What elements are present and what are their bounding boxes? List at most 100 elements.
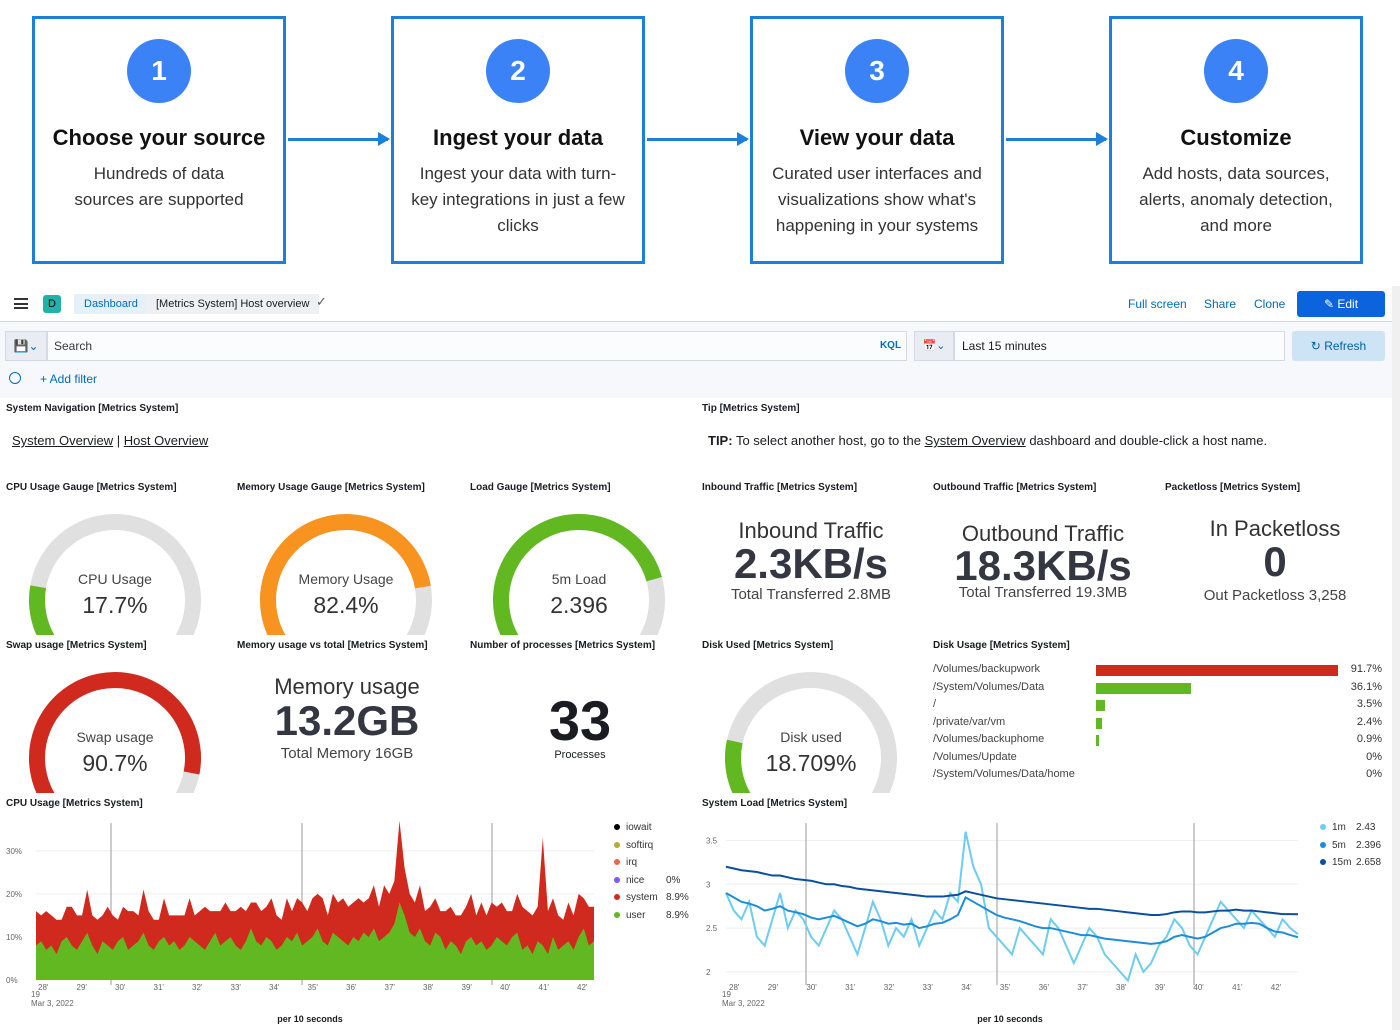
disk-usage-path: /System/Volumes/Data/home (933, 768, 1075, 780)
legend-name: softirq (626, 839, 654, 851)
x-tick-label: 34' (269, 983, 280, 992)
swap-gauge-value: 90.7% (82, 750, 148, 776)
share-link[interactable]: Share (1204, 297, 1237, 311)
load-chart-date-line1: 19 (722, 990, 731, 999)
legend-name: 1m (1332, 822, 1346, 833)
gauge-fill (725, 739, 751, 793)
tip-bold: TIP: (708, 433, 733, 448)
legend-dot (614, 876, 620, 883)
x-tick-label: 30' (115, 983, 126, 992)
x-tick-label: 40' (500, 983, 511, 992)
full-screen-link[interactable]: Full screen (1128, 297, 1187, 311)
legend-dot (614, 894, 620, 900)
panel-title-memtotal: Memory usage vs total [Metrics System] (237, 640, 428, 651)
refresh-button[interactable]: ↻ Refresh (1292, 331, 1385, 361)
disk-usage-bar (1096, 735, 1099, 746)
y-tick-label: 30% (6, 847, 22, 856)
legend-dot (1320, 841, 1326, 848)
query-bar: 💾⌄ Search KQL 📅⌄ Last 15 minutes ↻ Refre… (0, 322, 1400, 398)
page-scrollbar[interactable] (1392, 286, 1400, 1030)
packetloss-out: Out Packetloss 3,258 (1203, 587, 1347, 604)
legend-item-15m[interactable]: 15m 2.658 (1320, 857, 1381, 868)
cpu-chart-date-line1: 19 (31, 990, 40, 999)
panel-title-memory-gauge: Memory Usage Gauge [Metrics System] (237, 482, 425, 493)
panel-title-load-gauge: Load Gauge [Metrics System] (470, 482, 611, 493)
kql-toggle[interactable]: KQL (879, 340, 902, 351)
legend-name: nice (626, 874, 645, 886)
legend-item-softirq[interactable]: softirq (614, 840, 666, 851)
step-arrow-1 (288, 132, 390, 146)
system-load-chart: 3.5 3 2.5 2 28' 29' 30' 31' 32' 33' 34' 35' 36' 37' 38… (706, 823, 1299, 992)
memtotal-label: Memory usage (274, 674, 420, 699)
legend-dot (614, 841, 620, 848)
legend-item-nice[interactable]: nice 0% (614, 875, 680, 886)
y-tick-label: 0% (6, 976, 18, 985)
x-tick-label: 32' (884, 983, 895, 992)
memtotal-total: Total Memory 16GB (280, 745, 414, 762)
disk-usage-path: /System/Volumes/Data (933, 680, 1045, 693)
packetloss-in-label: In Packetloss (1209, 516, 1341, 541)
memtotal-value: 13.2GB (274, 697, 420, 744)
search-input[interactable]: Search (47, 331, 907, 361)
legend-item-1m[interactable]: 1m 2.43 (1320, 822, 1375, 833)
x-tick-label: 36' (346, 983, 357, 992)
x-tick-label: 28' (38, 983, 49, 992)
edit-button[interactable]: ✎ Edit (1297, 291, 1385, 317)
saved-query-button[interactable]: 💾⌄ (5, 331, 47, 361)
date-range-display[interactable]: Last 15 minutes (954, 331, 1285, 361)
cpu-usage-chart: 30% 20% 10% 0% 28' 29' 30' 31' 32' 33' 34' 35' 36' 37… (6, 820, 594, 992)
step-4-desc: Add hosts, data sources, alerts, anomaly… (1139, 164, 1333, 235)
cpu-gauge-label: CPU Usage (78, 571, 152, 587)
date-quick-menu-button[interactable]: 📅⌄ (914, 331, 954, 361)
tip-system-overview-link[interactable]: System Overview (924, 433, 1026, 448)
inbound-value: 2.3KB/s (733, 540, 889, 587)
disk-usage-bar (1096, 700, 1106, 711)
y-tick-label: 3.5 (706, 837, 718, 846)
legend-name: 15m (1332, 857, 1352, 868)
legend-item-5m[interactable]: 5m 2.396 (1320, 840, 1381, 851)
calendar-icon: 📅 (922, 340, 937, 352)
check-icon: ✓ (316, 294, 327, 309)
add-filter-link[interactable]: + Add filter (40, 372, 98, 386)
step-3-number: 3 (845, 39, 909, 103)
gauge-fill (260, 514, 431, 635)
load-line-1m (725, 831, 1299, 983)
legend-name: system (626, 892, 658, 903)
disk-usage-percent: 36.1% (1350, 680, 1382, 693)
disk-gauge-value: 18.709% (765, 750, 857, 776)
panel-title-packetloss: Packetloss [Metrics System] (1165, 482, 1301, 493)
refresh-label: Refresh (1324, 339, 1367, 353)
panel-title-disk-usage: Disk Usage [Metrics System] (933, 640, 1070, 651)
inbound-label: Inbound Traffic (738, 518, 884, 543)
system-overview-link[interactable]: System Overview (12, 433, 114, 448)
cpu-chart-xlabel: per 10 seconds (277, 1014, 343, 1024)
x-tick-label: 40' (1193, 983, 1204, 992)
disk-usage-percent: 0.9% (1356, 733, 1382, 745)
panel-title-tip: Tip [Metrics System] (702, 403, 800, 414)
cpu-gauge-value: 17.7% (82, 592, 148, 618)
legend-name: irq (626, 857, 638, 868)
tip-pre: To select another host, go to the (732, 433, 925, 448)
legend-item-user[interactable]: user 8.9% (614, 910, 689, 921)
breadcrumb-dashboard[interactable]: Dashboard (74, 294, 148, 314)
legend-item-iowait[interactable]: iowait (614, 822, 666, 833)
disk-usage-percent: 0% (1366, 768, 1382, 780)
space-avatar[interactable]: D (43, 295, 61, 313)
filter-options-icon[interactable] (9, 372, 21, 384)
host-overview-link[interactable]: Host Overview (123, 433, 209, 448)
outbound-value: 18.3KB/s (954, 542, 1132, 589)
memory-gauge-label: Memory Usage (298, 571, 394, 587)
clone-link[interactable]: Clone (1254, 297, 1286, 311)
legend-item-system[interactable]: system 8.9% (614, 892, 689, 903)
load-gauge (493, 514, 665, 635)
nav-separator: | (116, 433, 121, 448)
x-tick-label: 41' (1232, 983, 1243, 992)
load-gauge-value: 2.396 (550, 592, 608, 618)
tip-text: TIP: To select another host, go to the S… (708, 433, 1267, 448)
load-chart-date-line2: Mar 3, 2022 (722, 999, 765, 1008)
legend-item-irq[interactable]: irq (614, 857, 666, 868)
gauge-fill (29, 672, 201, 793)
x-tick-label: 42' (577, 983, 588, 992)
hamburger-menu-icon[interactable] (14, 298, 28, 309)
disk-usage-bar (1096, 665, 1338, 676)
